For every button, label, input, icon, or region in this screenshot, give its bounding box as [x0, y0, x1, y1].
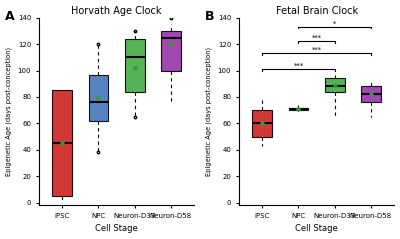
Y-axis label: Epigenetic Age (days post-conception): Epigenetic Age (days post-conception) [206, 47, 212, 176]
Text: B: B [204, 10, 214, 23]
PathPatch shape [288, 108, 308, 110]
PathPatch shape [88, 75, 108, 121]
PathPatch shape [52, 90, 72, 196]
PathPatch shape [161, 31, 181, 71]
PathPatch shape [325, 78, 345, 92]
Text: ***: *** [312, 47, 322, 53]
PathPatch shape [252, 110, 272, 136]
Y-axis label: Epigenetic Age (days post-conception): Epigenetic Age (days post-conception) [6, 47, 12, 176]
Title: Fetal Brain Clock: Fetal Brain Clock [276, 5, 358, 16]
Text: *: * [333, 21, 336, 27]
Text: ***: *** [312, 35, 322, 41]
Text: ***: *** [294, 63, 304, 69]
X-axis label: Cell Stage: Cell Stage [295, 224, 338, 234]
Text: A: A [4, 10, 14, 23]
PathPatch shape [125, 39, 145, 92]
X-axis label: Cell Stage: Cell Stage [95, 224, 138, 234]
Title: Horvath Age Clock: Horvath Age Clock [71, 5, 162, 16]
PathPatch shape [361, 86, 381, 102]
